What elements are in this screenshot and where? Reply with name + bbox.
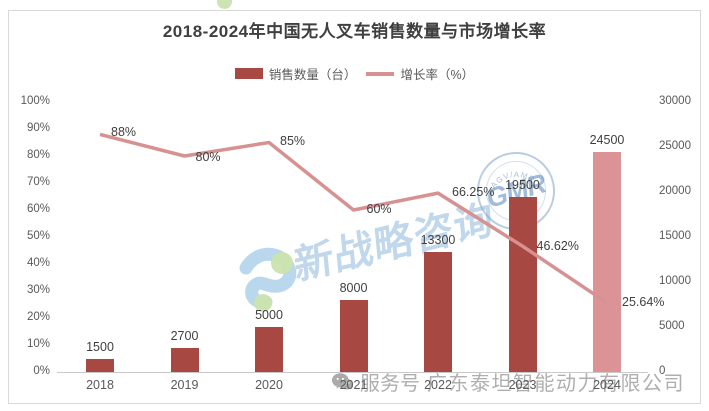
chart-title: 2018-2024年中国无人叉车销售数量与市场增长率: [162, 22, 547, 41]
y-axis-left-tick: 30%: [26, 284, 50, 296]
y-axis-right-tick: 20000: [659, 185, 691, 197]
bar-value-label: 8000: [339, 281, 368, 295]
y-axis-left-tick: 20%: [26, 311, 50, 323]
y-axis-left-tick: 60%: [26, 203, 50, 215]
bar-value-label: 1500: [86, 339, 114, 354]
legend-item-growth: 增长率（%）: [366, 64, 474, 83]
y-axis-left-tick: 10%: [26, 338, 50, 350]
bar-2020: [255, 327, 283, 372]
y-axis-right-tick: 25000: [659, 140, 691, 152]
x-axis-label-2020: 2020: [255, 378, 283, 392]
legend-line-swatch: [366, 71, 395, 76]
y-axis-left-tick: 70%: [26, 176, 50, 188]
x-axis-label-2021: 2021: [339, 378, 368, 392]
x-axis-label-2024: 2024: [593, 378, 621, 392]
x-axis-label-2019: 2019: [170, 378, 199, 392]
wechat-icon: [332, 372, 353, 389]
y-axis-left-tick: 90%: [26, 122, 50, 134]
x-axis-label-2022: 2022: [424, 378, 452, 392]
bar-2024: [593, 151, 621, 372]
x-axis-label-2018: 2018: [86, 378, 114, 392]
x-axis-line: [57, 372, 648, 373]
y-axis-left-tick: 0%: [33, 365, 50, 377]
legend-label-sales: 销售数量（台）: [268, 68, 357, 82]
growth-point-label: 85%: [280, 133, 306, 148]
y-axis-right-tick: 0: [659, 365, 666, 377]
bar-2022: [424, 252, 452, 372]
bar-2018: [86, 358, 114, 372]
growth-point-label: 60%: [366, 202, 392, 216]
growth-point-label: 80%: [195, 150, 221, 164]
watermark-bottom-prefix: 服务号: [360, 373, 420, 395]
bar-value-label: 13300: [420, 233, 456, 248]
watermark-bottom: 服务号 广东泰坦智能动力有限公司: [332, 367, 685, 396]
growth-point-label: 46.62%: [536, 239, 579, 254]
bar-value-label: 19500: [505, 177, 540, 192]
y-axis-left-tick: 50%: [26, 230, 50, 242]
bar-value-label: 24500: [589, 132, 625, 147]
growth-point-label: 66.25%: [452, 185, 495, 200]
bar-2021: [339, 300, 368, 372]
bar-value-label: 5000: [255, 308, 283, 322]
growth-point-label: 25.64%: [622, 294, 665, 309]
y-axis-left-tick: 80%: [26, 149, 50, 161]
watermark-green-dot: [217, 0, 232, 9]
legend: 销售数量（台） 增长率（%）: [0, 64, 709, 83]
y-axis-right-tick: 30000: [659, 95, 691, 107]
legend-item-sales: 销售数量（台）: [234, 64, 357, 83]
chart-frame-border: [8, 10, 701, 404]
legend-bar-swatch: [234, 68, 263, 79]
y-axis-left-tick: 40%: [26, 257, 50, 269]
bar-2019: [170, 347, 199, 372]
bar-value-label: 2700: [170, 328, 199, 343]
growth-point-label: 88%: [111, 125, 137, 140]
y-axis-right-tick: 5000: [659, 320, 685, 332]
y-axis-left-tick: 100%: [20, 95, 50, 107]
watermark-bottom-company: 广东泰坦智能动力有限公司: [427, 373, 685, 395]
y-axis-right-tick: 10000: [659, 275, 691, 287]
legend-label-growth: 增长率（%）: [400, 68, 475, 82]
y-axis-right-tick: 15000: [659, 230, 691, 242]
x-axis-label-2023: 2023: [508, 378, 537, 392]
bar-2023: [508, 196, 537, 372]
